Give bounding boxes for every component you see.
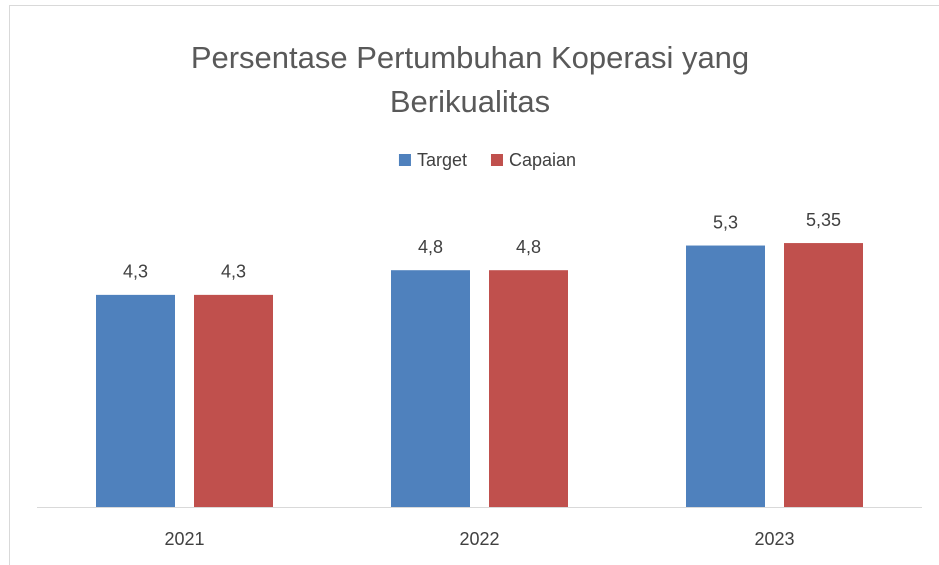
bar <box>686 245 765 508</box>
x-tick-label: 2023 <box>754 529 794 549</box>
chart-frame <box>9 5 939 565</box>
legend-swatch <box>398 154 411 166</box>
value-label: 4,3 <box>221 262 246 282</box>
x-tick-label: 2021 <box>164 529 204 549</box>
chart-title: Persentase Pertumbuhan Koperasi yang Ber… <box>190 40 750 119</box>
value-label: 5,3 <box>713 212 738 232</box>
bar <box>96 294 175 507</box>
value-label: 4,3 <box>123 262 148 282</box>
legend-label: Target <box>417 150 467 170</box>
legend-label: Capaian <box>509 150 576 170</box>
bar <box>489 270 568 507</box>
value-label: 4,8 <box>418 237 443 257</box>
x-tick-label: 2022 <box>459 529 499 549</box>
legend-swatch <box>490 154 503 166</box>
value-label: 5,35 <box>806 210 841 230</box>
bar <box>784 243 863 508</box>
bar <box>391 270 470 507</box>
value-label: 4,8 <box>516 237 541 257</box>
bar <box>194 294 273 507</box>
